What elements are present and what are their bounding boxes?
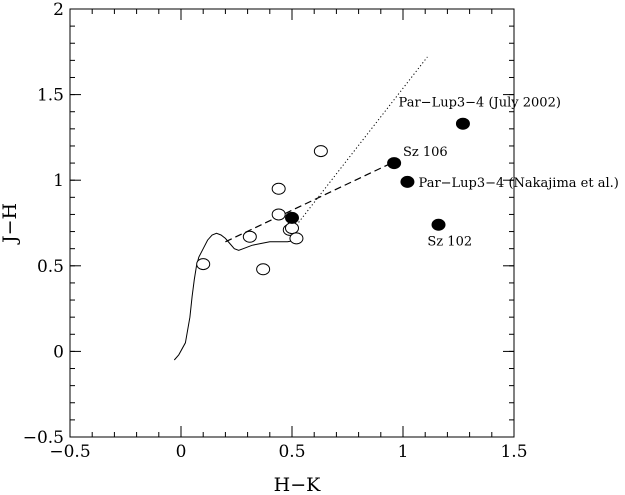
filled-point xyxy=(400,175,415,188)
open-point xyxy=(196,258,211,271)
point-annotation: Par−Lup3−4 (Nakajima et al.) xyxy=(419,176,619,191)
y-tick-label: 0 xyxy=(53,342,64,362)
x-tick-label: 0.5 xyxy=(278,442,305,462)
y-axis-title: J−H xyxy=(0,203,21,245)
filled-point xyxy=(431,218,446,231)
filled-point xyxy=(387,157,402,170)
open-point xyxy=(313,145,328,158)
y-tick-label: −0.5 xyxy=(23,428,64,448)
x-tick-label: 0 xyxy=(176,442,187,462)
open-point xyxy=(289,232,304,245)
dashed-line xyxy=(225,159,399,243)
x-tick-labels: −0.5 0 0.5 1 1.5 xyxy=(49,442,527,462)
major-ticks xyxy=(69,8,515,438)
dotted-line xyxy=(293,56,428,229)
open-point xyxy=(242,230,257,243)
x-tick-label: −0.5 xyxy=(49,442,90,462)
annotations: Par−Lup3−4 (July 2002) Sz 106 Par−Lup3−4 (… xyxy=(399,96,619,250)
filled-point xyxy=(285,211,299,224)
y-tick-labels: −0.5 0 0.5 1 1.5 2 xyxy=(23,0,64,448)
y-tick-label: 2 xyxy=(53,0,64,20)
open-point xyxy=(271,208,286,221)
open-point xyxy=(256,263,271,276)
y-tick-label: 1 xyxy=(53,171,64,191)
solid-curve xyxy=(173,232,297,361)
curves xyxy=(173,56,428,361)
point-annotation: Sz 106 xyxy=(403,145,448,160)
x-axis-title: H−K xyxy=(274,474,321,495)
point-annotation: Par−Lup3−4 (July 2002) xyxy=(399,96,561,111)
point-annotation: Sz 102 xyxy=(427,234,472,249)
y-tick-label: 0.5 xyxy=(37,257,64,277)
open-point xyxy=(271,182,286,195)
x-tick-label: 1.5 xyxy=(500,442,527,462)
y-tick-label: 1.5 xyxy=(37,86,64,106)
x-tick-label: 1 xyxy=(398,442,409,462)
data-points xyxy=(196,117,470,276)
open-point xyxy=(285,222,299,235)
filled-point xyxy=(455,117,470,130)
